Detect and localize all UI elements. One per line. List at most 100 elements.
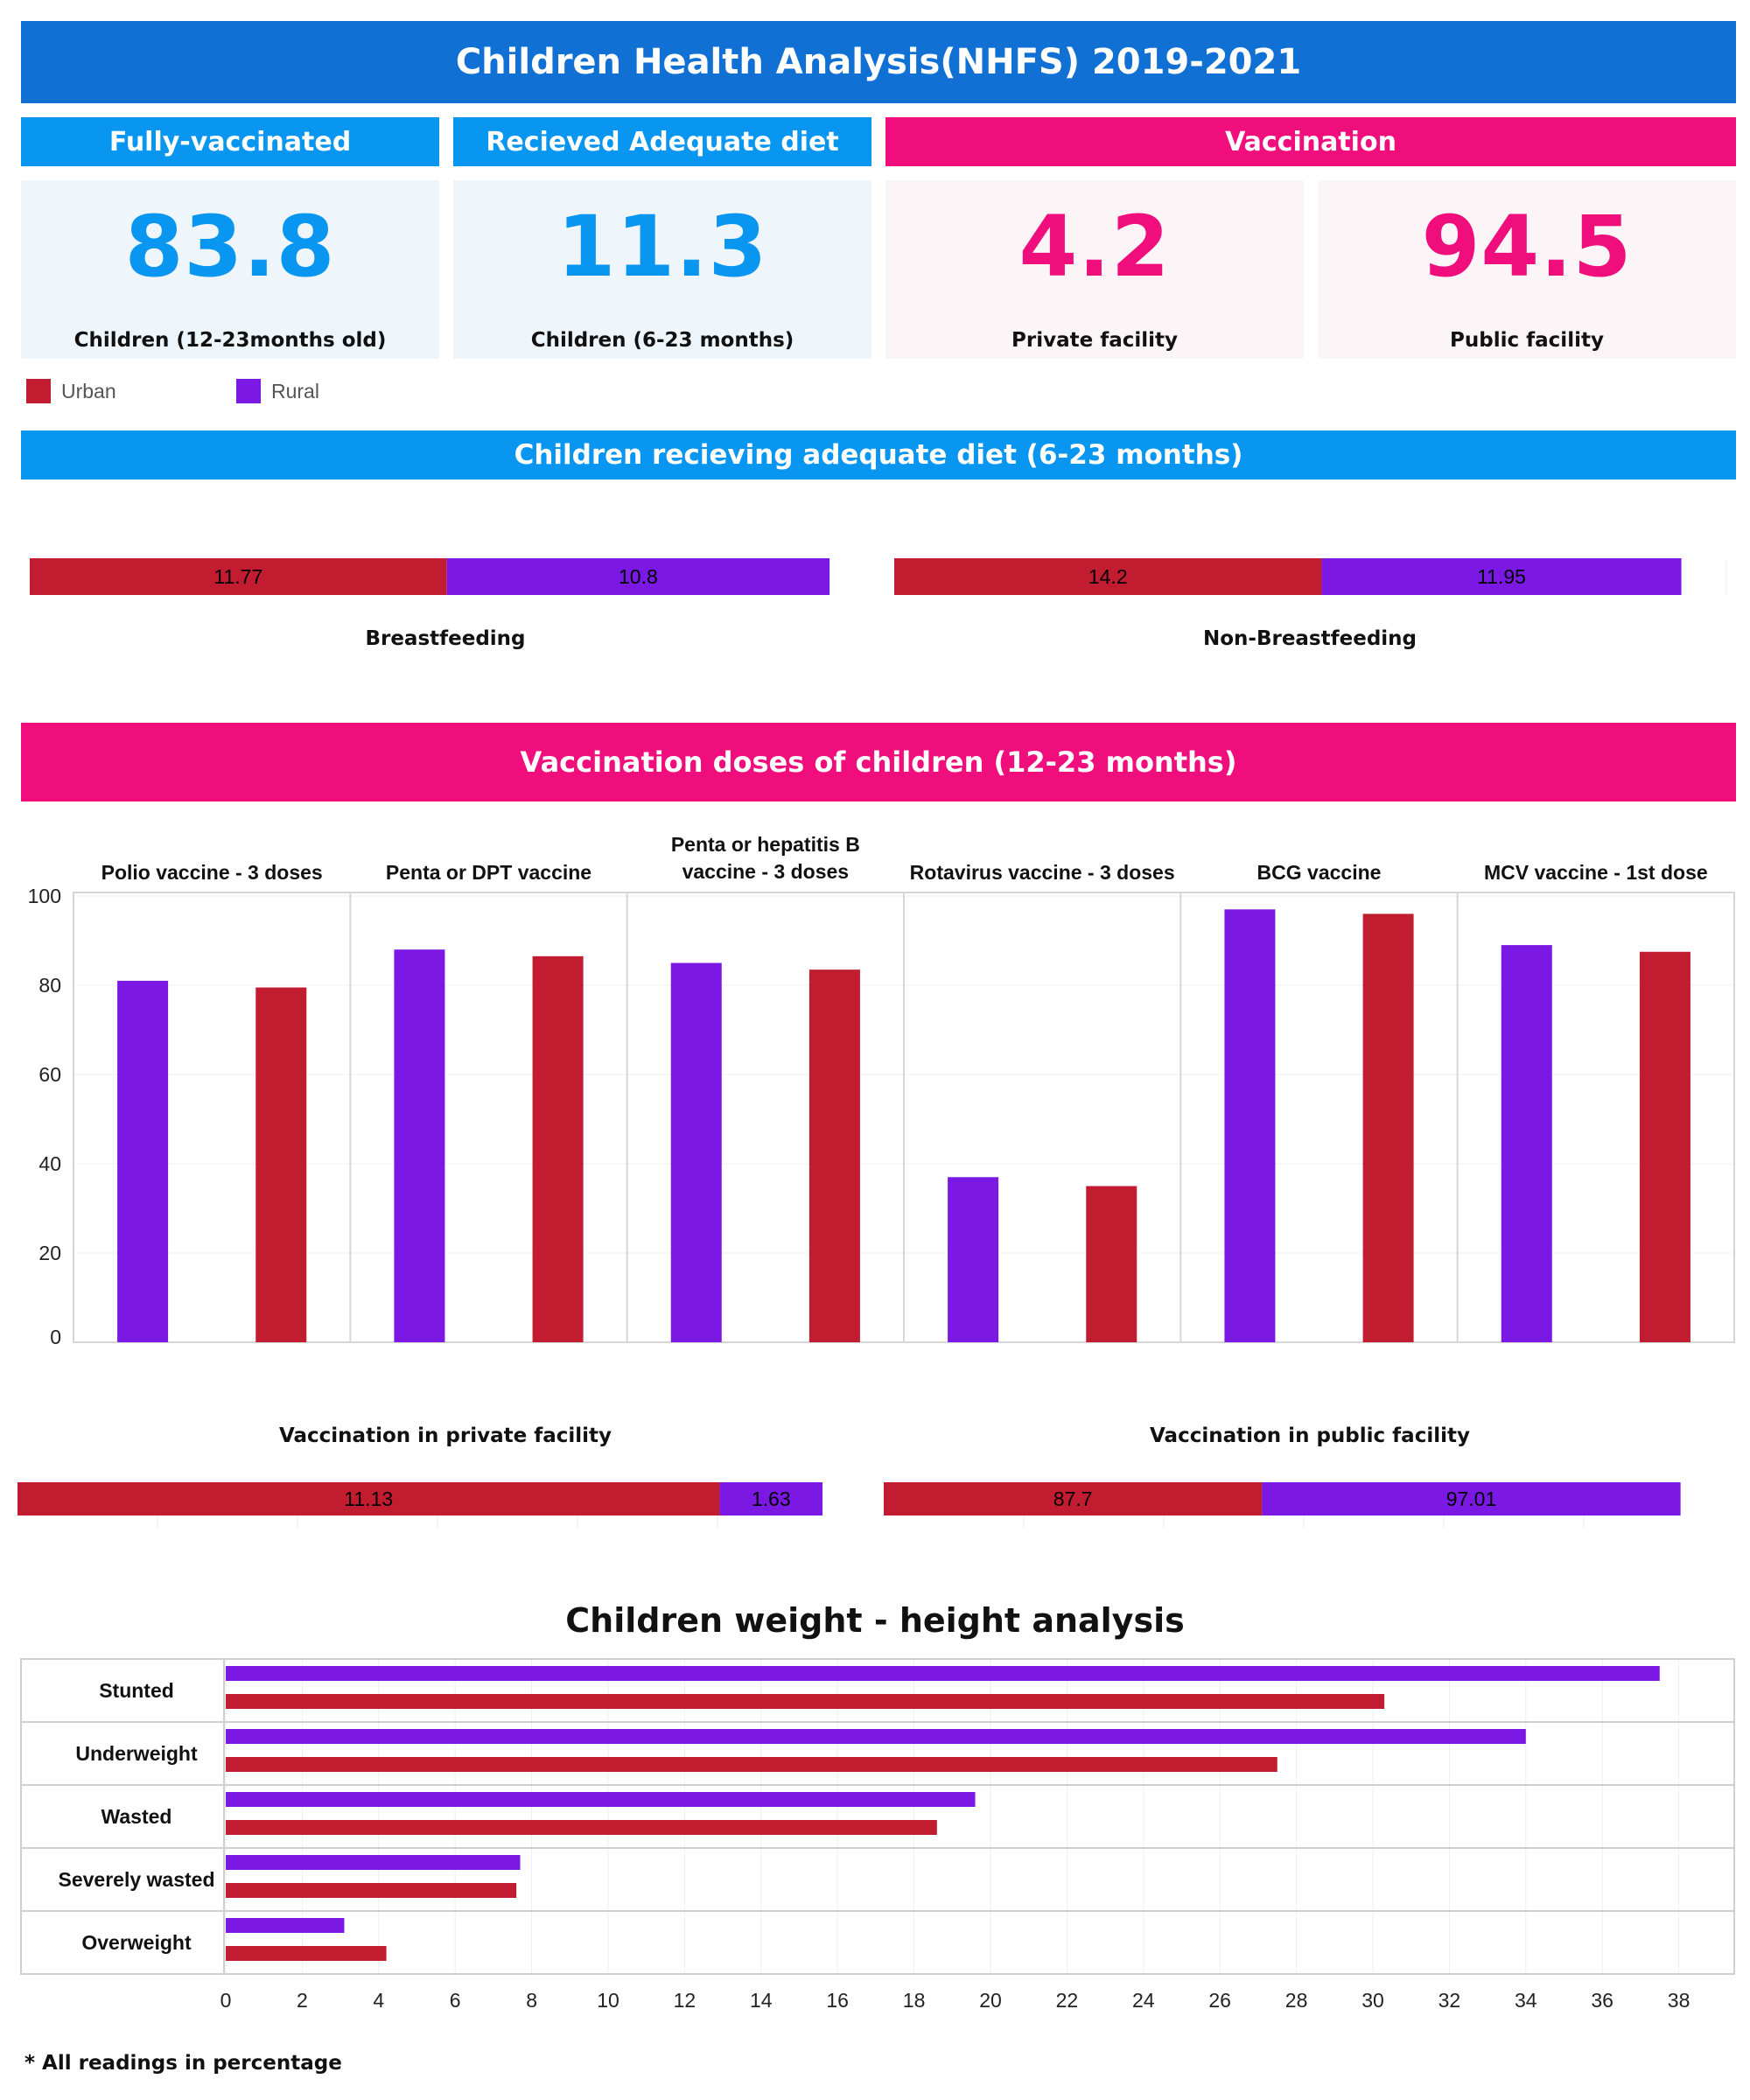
facility-private-urban-value: 11.13 [344, 1488, 393, 1510]
facility-private-urban-segment [18, 1482, 720, 1516]
x-tick-label: 6 [450, 1989, 461, 2012]
bar-rural [226, 1792, 976, 1807]
kpi-label: Children (12-23months old) [74, 329, 387, 352]
kpi-card-public-facility: 94.5 Public facility [1318, 180, 1736, 359]
vaccination-doses-chart: Polio vaccine - 3 doses Penta or DPT vacc… [28, 833, 1735, 1348]
diet-breastfeeding-caption: Breastfeeding [365, 627, 526, 650]
x-tick-label: 30 [1362, 1989, 1384, 2012]
facility-public-caption: Vaccination in public facility [1150, 1424, 1470, 1447]
bar-rural [226, 1918, 345, 1933]
bar-rural [670, 962, 722, 1342]
bar-urban [226, 1694, 1385, 1709]
bar-urban [808, 970, 860, 1342]
diet-section-header: Children recieving adequate diet (6-23 m… [21, 430, 1736, 480]
kpi-card-adequate-diet: 11.3 Children (6-23 months) [453, 180, 872, 359]
bar-rural [1224, 909, 1276, 1342]
bar-urban [532, 956, 584, 1342]
vaccination-header: Vaccination [886, 117, 1736, 166]
panel-title: MCV vaccine - 1st dose [1484, 861, 1708, 884]
chart-frame [20, 1658, 1735, 1975]
kpi-card-private-facility: 4.2 Private facility [886, 180, 1304, 359]
kpi-label: Children (6-23 months) [530, 329, 794, 352]
doses-section-header: Vaccination doses of children (12-23 mon… [21, 723, 1736, 802]
bar-rural [226, 1855, 521, 1870]
bar-urban [226, 1883, 517, 1898]
x-tick-label: 18 [903, 1989, 926, 2012]
x-tick-label: 28 [1285, 1989, 1308, 2012]
x-tick-label: 32 [1438, 1989, 1461, 2012]
diet-non-breastfeeding-urban-segment [894, 558, 1322, 595]
y-tick-label: 80 [38, 974, 61, 997]
panel-title: Penta or DPT vaccine [386, 861, 592, 884]
kpi-value: 11.3 [556, 198, 768, 296]
bar-urban [256, 987, 307, 1342]
dashboard-title: Children Health Analysis(NHFS) 2019-2021 [455, 42, 1302, 82]
bar-rural [117, 980, 169, 1342]
diet-breastfeeding-chart: 11.77 10.8 [30, 558, 830, 595]
bar-urban [226, 1757, 1278, 1772]
y-tick-label: 100 [28, 885, 61, 907]
weight-height-chart: Stunted Underweight Wasted Severely wasted O… [20, 1658, 1735, 2012]
bar-rural [226, 1729, 1526, 1744]
x-tick-label: 14 [750, 1989, 773, 2012]
category-label: Underweight [75, 1742, 198, 1765]
y-tick-label: 20 [38, 1242, 61, 1264]
facility-public-rural-segment [1262, 1482, 1681, 1516]
y-tick-label: 60 [38, 1063, 61, 1086]
kpi-value: 4.2 [1018, 198, 1171, 296]
fully-vaccinated-header: Fully-vaccinated [21, 117, 439, 166]
legend-label-urban: Urban [61, 379, 116, 402]
x-tick-label: 16 [826, 1989, 849, 2012]
kpi-label: Private facility [1012, 329, 1178, 352]
diet-non-breastfeeding-rural-segment [1321, 558, 1682, 595]
bar-rural [1501, 945, 1552, 1342]
diet-breastfeeding-urban-segment [30, 558, 447, 595]
kpi-value: 94.5 [1421, 198, 1633, 296]
panel-title: Rotavirus vaccine - 3 doses [910, 861, 1175, 884]
bar-rural [226, 1666, 1660, 1681]
x-tick-label: 4 [373, 1989, 384, 2012]
x-tick-label: 26 [1208, 1989, 1231, 2012]
weight-section-title: Children weight - height analysis [565, 1601, 1185, 1640]
kpi-label: Public facility [1450, 329, 1604, 352]
adequate-diet-header: Recieved Adequate diet [453, 117, 872, 166]
fully-vaccinated-title: Fully-vaccinated [108, 126, 352, 158]
category-label: Wasted [102, 1805, 172, 1828]
bar-rural [948, 1177, 999, 1342]
dashboard-header: Children Health Analysis(NHFS) 2019-2021 [21, 21, 1736, 103]
bar-urban [226, 1820, 937, 1835]
bar-urban [226, 1946, 387, 1961]
kpi-value: 83.8 [124, 198, 336, 296]
diet-non-breastfeeding-rural-value: 11.95 [1477, 565, 1526, 588]
x-tick-label: 12 [674, 1989, 696, 2012]
facility-public-chart: 87.7 97.01 [884, 1482, 1681, 1528]
y-tick-label: 0 [50, 1326, 61, 1348]
y-tick-label: 40 [38, 1152, 61, 1175]
legend-label-rural: Rural [271, 379, 319, 402]
diet-non-breastfeeding-urban-value: 14.2 [1088, 565, 1128, 588]
x-tick-label: 20 [979, 1989, 1002, 2012]
adequate-diet-title: Recieved Adequate diet [486, 126, 839, 158]
legend-swatch-rural [236, 379, 261, 403]
diet-section-title: Children recieving adequate diet (6-23 m… [514, 439, 1243, 471]
kpi-card-fully-vaccinated: 83.8 Children (12-23months old) [21, 180, 439, 359]
facility-public-urban-segment [884, 1482, 1263, 1516]
bar-urban [1362, 914, 1414, 1342]
panel-title: BCG vaccine [1257, 861, 1382, 884]
facility-public-urban-value: 87.7 [1054, 1488, 1093, 1510]
x-tick-label: 22 [1056, 1989, 1079, 2012]
bar-rural [394, 949, 445, 1342]
bar-urban [1639, 951, 1690, 1342]
x-tick-label: 36 [1591, 1989, 1614, 2012]
x-tick-label: 8 [526, 1989, 537, 2012]
diet-non-breastfeeding-chart: 14.2 11.95 [894, 558, 1727, 595]
diet-breastfeeding-rural-value: 10.8 [619, 565, 658, 588]
x-tick-label: 10 [597, 1989, 620, 2012]
legend-item-urban[interactable]: Urban [26, 379, 116, 403]
legend-item-rural[interactable]: Rural [236, 379, 319, 403]
vaccination-title: Vaccination [1225, 126, 1396, 158]
x-tick-label: 24 [1132, 1989, 1155, 2012]
facility-public-rural-value: 97.01 [1446, 1488, 1497, 1510]
doses-section-title: Vaccination doses of children (12-23 mon… [520, 746, 1237, 779]
category-label: Severely wasted [58, 1868, 214, 1891]
